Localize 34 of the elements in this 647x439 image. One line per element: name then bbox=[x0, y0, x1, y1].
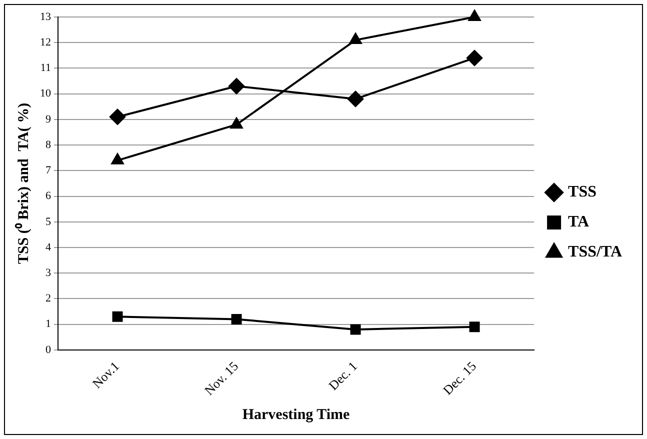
y-tick-label: 8 bbox=[46, 138, 52, 151]
y-tick-label: 1 bbox=[46, 318, 51, 330]
y-tick-label: 12 bbox=[40, 36, 51, 48]
y-tick-label: 3 bbox=[46, 267, 52, 280]
y-tick-label: 7 bbox=[46, 164, 52, 177]
y-tick-label: 5 bbox=[46, 216, 52, 228]
point bbox=[350, 324, 361, 335]
y-axis-title: TSS (⁰ Brix) and TA( %) bbox=[14, 102, 32, 264]
point bbox=[228, 78, 245, 94]
point bbox=[111, 153, 124, 164]
legend-label: TSS bbox=[568, 184, 597, 201]
point bbox=[466, 50, 483, 66]
point bbox=[469, 322, 480, 332]
legend-label: TA bbox=[568, 214, 590, 231]
x-tick-label: Dec. 1 bbox=[325, 358, 360, 393]
legend-label: TSS/TA bbox=[568, 244, 622, 261]
point bbox=[112, 311, 123, 322]
y-tick-label: 13 bbox=[40, 10, 52, 23]
y-tick-label: 4 bbox=[46, 241, 52, 254]
y-tick-label: 11 bbox=[40, 62, 51, 74]
point bbox=[348, 90, 364, 107]
point bbox=[230, 118, 243, 129]
x-axis-title: Harvesting Time bbox=[242, 406, 350, 423]
point bbox=[110, 108, 126, 125]
point bbox=[468, 10, 481, 21]
point bbox=[349, 33, 362, 44]
y-tick-label: 2 bbox=[46, 292, 51, 305]
y-tick-label: 10 bbox=[40, 88, 52, 100]
y-tick-label: 9 bbox=[46, 113, 52, 126]
y-tick-label: 6 bbox=[46, 190, 52, 202]
y-tick-label: 0 bbox=[46, 344, 52, 356]
point bbox=[231, 314, 242, 324]
x-tick-label: Dec. 15 bbox=[440, 358, 480, 398]
x-tick-label: Nov. 15 bbox=[201, 358, 242, 398]
